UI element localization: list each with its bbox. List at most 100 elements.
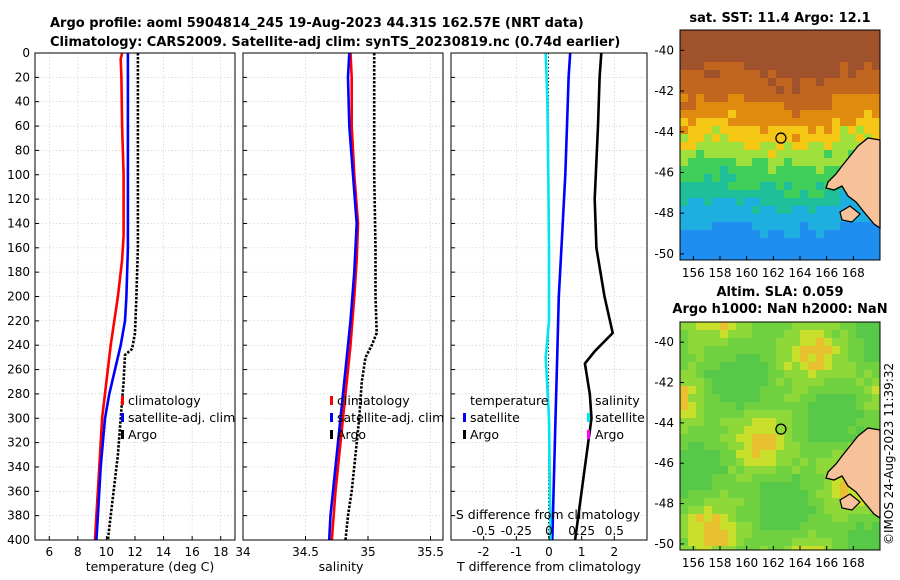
map-cell [784,230,793,239]
map-cell [768,214,777,223]
map-cell [848,354,857,363]
map-cell [720,150,729,159]
map-cell [696,530,705,539]
map-cell [872,378,880,387]
map-cell [856,426,865,435]
map-cell [872,522,880,531]
map-cell [744,482,753,491]
lat-tick-label: -48 [654,206,674,220]
map-cell [680,418,689,427]
map-cell [768,238,777,247]
map-cell [824,190,833,199]
map-cell [712,482,721,491]
map-cell [832,238,841,247]
map-cell [736,190,745,199]
map-cell [720,158,729,167]
map-cell [704,46,713,55]
map-cell [720,110,729,119]
map-cell [760,150,769,159]
map-cell [840,490,849,499]
map-cell [832,362,841,371]
map-cell [808,394,817,403]
map-cell [768,458,777,467]
map-cell [720,166,729,175]
map-cell [768,474,777,483]
map-cell [792,346,801,355]
map-cell [720,370,729,379]
map-cell [808,426,817,435]
map-cell [736,506,745,515]
map-cell [800,546,809,550]
map-cell [744,546,753,550]
map-cell [712,330,721,339]
map-cell [752,458,761,467]
map-cell [720,182,729,191]
map-cell [752,126,761,135]
map-cell [744,474,753,483]
map-cell [776,514,785,523]
map-cell [728,62,737,71]
map-cell [736,394,745,403]
map-cell [696,418,705,427]
map-cell [792,246,801,255]
sal-legend-climatology-label: climatology [337,393,410,408]
map-cell [752,322,761,331]
map-cell [792,238,801,247]
map-cell [808,506,817,515]
map-cell [808,490,817,499]
map-cell [688,38,697,47]
map-cell [760,86,769,95]
map-cell [712,230,721,239]
map-cell [824,118,833,127]
map-cell [768,142,777,151]
map-cell [872,230,880,239]
map-cell [768,546,777,550]
map-cell [704,386,713,395]
map-cell [800,158,809,167]
map-cell [856,70,865,79]
map-cell [776,538,785,547]
map-cell [800,442,809,451]
map-cell [680,182,689,191]
map-cell [816,54,825,63]
map-cell [864,378,873,387]
map-cell [800,78,809,87]
map-cell [792,490,801,499]
map-cell [848,346,857,355]
map-cell [680,246,689,255]
map-cell [848,94,857,103]
map-cell [800,354,809,363]
y-tick-label: 340 [7,460,30,474]
sst-map-title: sat. SST: 11.4 Argo: 12.1 [689,11,870,26]
map-cell [680,514,689,523]
map-cell [800,530,809,539]
map-cell [840,482,849,491]
map-cell [832,118,841,127]
map-cell [736,70,745,79]
map-cell [864,70,873,79]
map-cell [792,102,801,111]
map-cell [688,110,697,119]
map-cell [816,38,825,47]
map-cell [768,134,777,143]
sla-map-title-line1: Altim. SLA: 0.059 [717,285,844,300]
x-tick-label: 16 [185,545,200,559]
map-cell [736,158,745,167]
y-tick-label: 300 [7,411,30,425]
map-cell [720,490,729,499]
map-cell [784,174,793,183]
map-cell [776,222,785,231]
temperature-legend: climatology satellite-adj. clim Argo [121,393,235,442]
map-cell [728,378,737,387]
map-cell [872,62,880,71]
map-cell [776,490,785,499]
map-cell [680,46,689,55]
map-cell [824,206,833,215]
y-tick-label: 280 [7,387,30,401]
map-cell [768,410,777,419]
map-cell [680,458,689,467]
map-cell [696,546,705,550]
salinity-series [327,52,379,541]
map-cell [728,490,737,499]
map-cell [760,190,769,199]
